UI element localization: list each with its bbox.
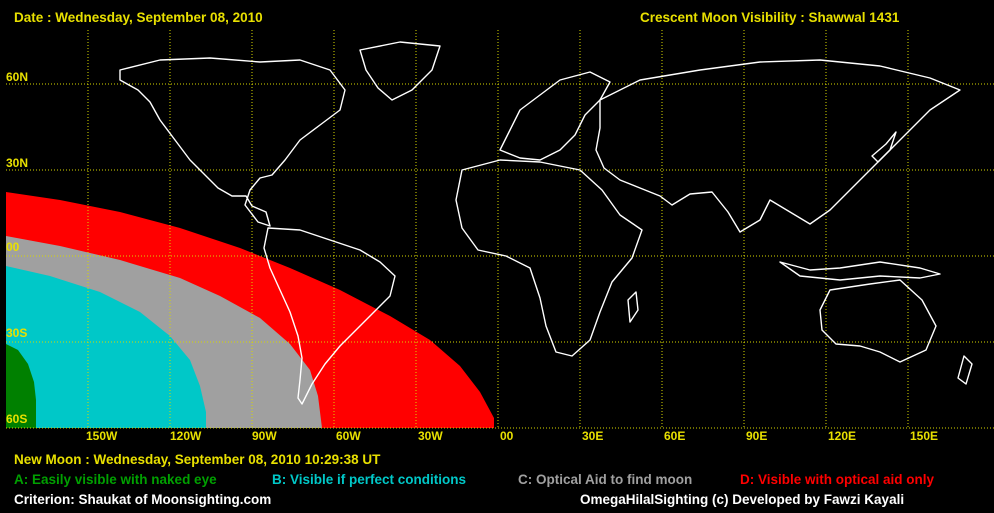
indonesia-outline — [779, 261, 941, 281]
lon-label-150e: 150E — [910, 429, 939, 443]
asia-outline — [595, 59, 961, 233]
new-zealand-outline — [957, 355, 973, 385]
lon-label-90e: 90E — [746, 429, 768, 443]
criterion-label: Criterion: Shaukat of Moonsighting.com — [14, 492, 272, 507]
lon-label-30w: 30W — [418, 429, 443, 443]
coastlines — [119, 41, 973, 405]
lon-label-00: 00 — [500, 429, 514, 443]
north-america-outline — [119, 57, 346, 227]
legend-a: A: Easily visible with naked eye — [14, 472, 217, 487]
legend-c: C: Optical Aid to find moon — [518, 472, 693, 487]
legend-d: D: Visible with optical aid only — [740, 472, 935, 487]
credit-label: OmegaHilalSighting (c) Developed by Fawz… — [580, 492, 905, 507]
lon-label-120w: 120W — [170, 429, 202, 443]
zone-a-green — [6, 344, 36, 428]
map-title: Crescent Moon Visibility : Shawwal 1431 — [640, 10, 900, 25]
lat-label-60s: 60S — [6, 412, 28, 426]
new-moon-label: New Moon : Wednesday, September 08, 2010… — [14, 452, 381, 467]
lat-label-00: 00 — [6, 240, 20, 254]
lat-label-30n: 30N — [6, 156, 29, 170]
zone-b-cyan — [6, 266, 206, 428]
lat-label-30s: 30S — [6, 326, 28, 340]
date-label: Date : Wednesday, September 08, 2010 — [14, 10, 263, 25]
japan-outline — [871, 131, 897, 163]
south-america-outline — [263, 227, 396, 405]
legend-b: B: Visible if perfect conditions — [272, 472, 467, 487]
africa-outline — [455, 159, 643, 357]
lon-label-90w: 90W — [252, 429, 277, 443]
lon-label-60w: 60W — [336, 429, 361, 443]
australia-outline — [819, 279, 937, 363]
europe-outline — [499, 71, 611, 161]
lon-label-150w: 150W — [86, 429, 118, 443]
grid-lines — [6, 30, 994, 429]
lat-label-60n: 60N — [6, 70, 29, 84]
madagascar-outline — [627, 291, 639, 323]
lon-label-60e: 60E — [664, 429, 686, 443]
greenland-outline — [359, 41, 441, 101]
lon-label-120e: 120E — [828, 429, 857, 443]
lon-label-30e: 30E — [582, 429, 604, 443]
